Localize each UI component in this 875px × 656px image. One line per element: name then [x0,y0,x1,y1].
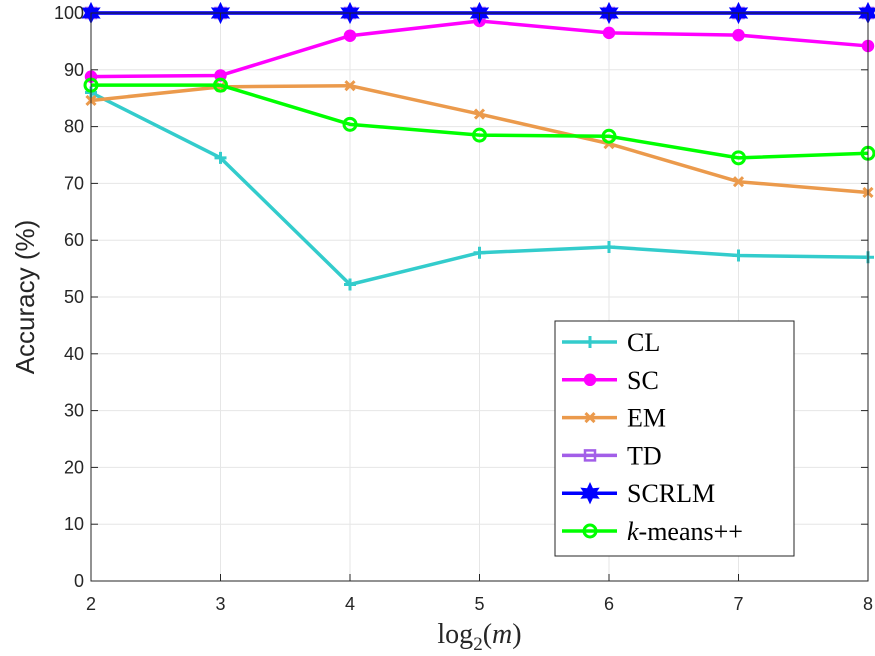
legend-swatch-marker [580,482,600,505]
data-point [732,249,745,262]
data-point [213,77,228,93]
data-point [472,127,487,143]
x-tick-label: 7 [733,594,743,614]
series-line [91,83,869,160]
x-axis-title-paren-close: ) [512,619,521,650]
legend-swatch-marker [583,373,597,387]
legend-item: k-means++ [562,517,743,546]
legend-label-italic: k [627,517,639,546]
data-point [343,29,357,42]
legend-swatch-marker [583,449,597,462]
legend-item: EM [562,404,666,433]
x-axis-title-variable: m [492,619,512,650]
legend-label: SCRLM [627,479,715,508]
legend-swatch-marker [582,523,598,539]
y-tick-label: 90 [64,60,84,80]
data-point [602,26,616,40]
data-point [473,246,486,259]
y-tick-label: 80 [64,117,84,137]
y-tick-label: 60 [64,230,84,250]
x-tick-label: 8 [863,594,873,614]
x-axis-title: log2(m) [437,619,521,655]
data-point [601,128,617,144]
data-point [344,278,356,291]
data-point [342,116,358,132]
legend-label-rest: -means++ [639,517,743,546]
y-tick-label: 50 [64,287,84,307]
data-point [732,28,745,42]
x-axis-title-subscript: 2 [473,634,483,655]
legend: CL SC EM TD SCRLM k-means++ [554,320,795,557]
legend-label: SC [627,366,659,395]
legend-label: CL [627,328,660,357]
y-tick-label: 10 [64,514,84,534]
y-tick-label: 40 [64,344,84,364]
data-point [732,176,745,188]
legend-box [554,320,795,557]
legend-item: SCRLM [562,479,715,508]
y-tick-label: 30 [64,401,84,421]
data-point [214,151,227,164]
data-point [731,150,746,166]
legend-label: EM [627,404,666,433]
x-tick-label: 6 [604,594,614,614]
x-tick-label: 2 [86,594,96,614]
legend-label: k-means++ [627,517,743,546]
data-point [603,241,615,254]
data-point [473,108,486,120]
x-axis-title-prefix: log [437,619,473,650]
legend-item: TD [562,441,662,470]
y-tick-label: 20 [64,457,84,477]
y-tick-label: 70 [64,173,84,193]
y-axis-title: Accuracy (%) [10,220,40,375]
legend-item: CL [562,328,660,357]
x-tick-label: 4 [345,594,355,614]
legend-label: TD [627,441,662,470]
tick-layer [90,12,869,582]
x-axis-title-paren-open: ( [483,619,492,650]
legend-item: SC [562,366,659,395]
x-tick-label: 3 [215,594,225,614]
data-point [344,80,356,92]
legend-swatch-marker [584,412,596,424]
y-tick-label: 0 [74,571,84,591]
y-tick-label: 100 [54,3,84,23]
x-tick-label: 5 [474,594,484,614]
legend-swatch-marker [584,336,596,348]
